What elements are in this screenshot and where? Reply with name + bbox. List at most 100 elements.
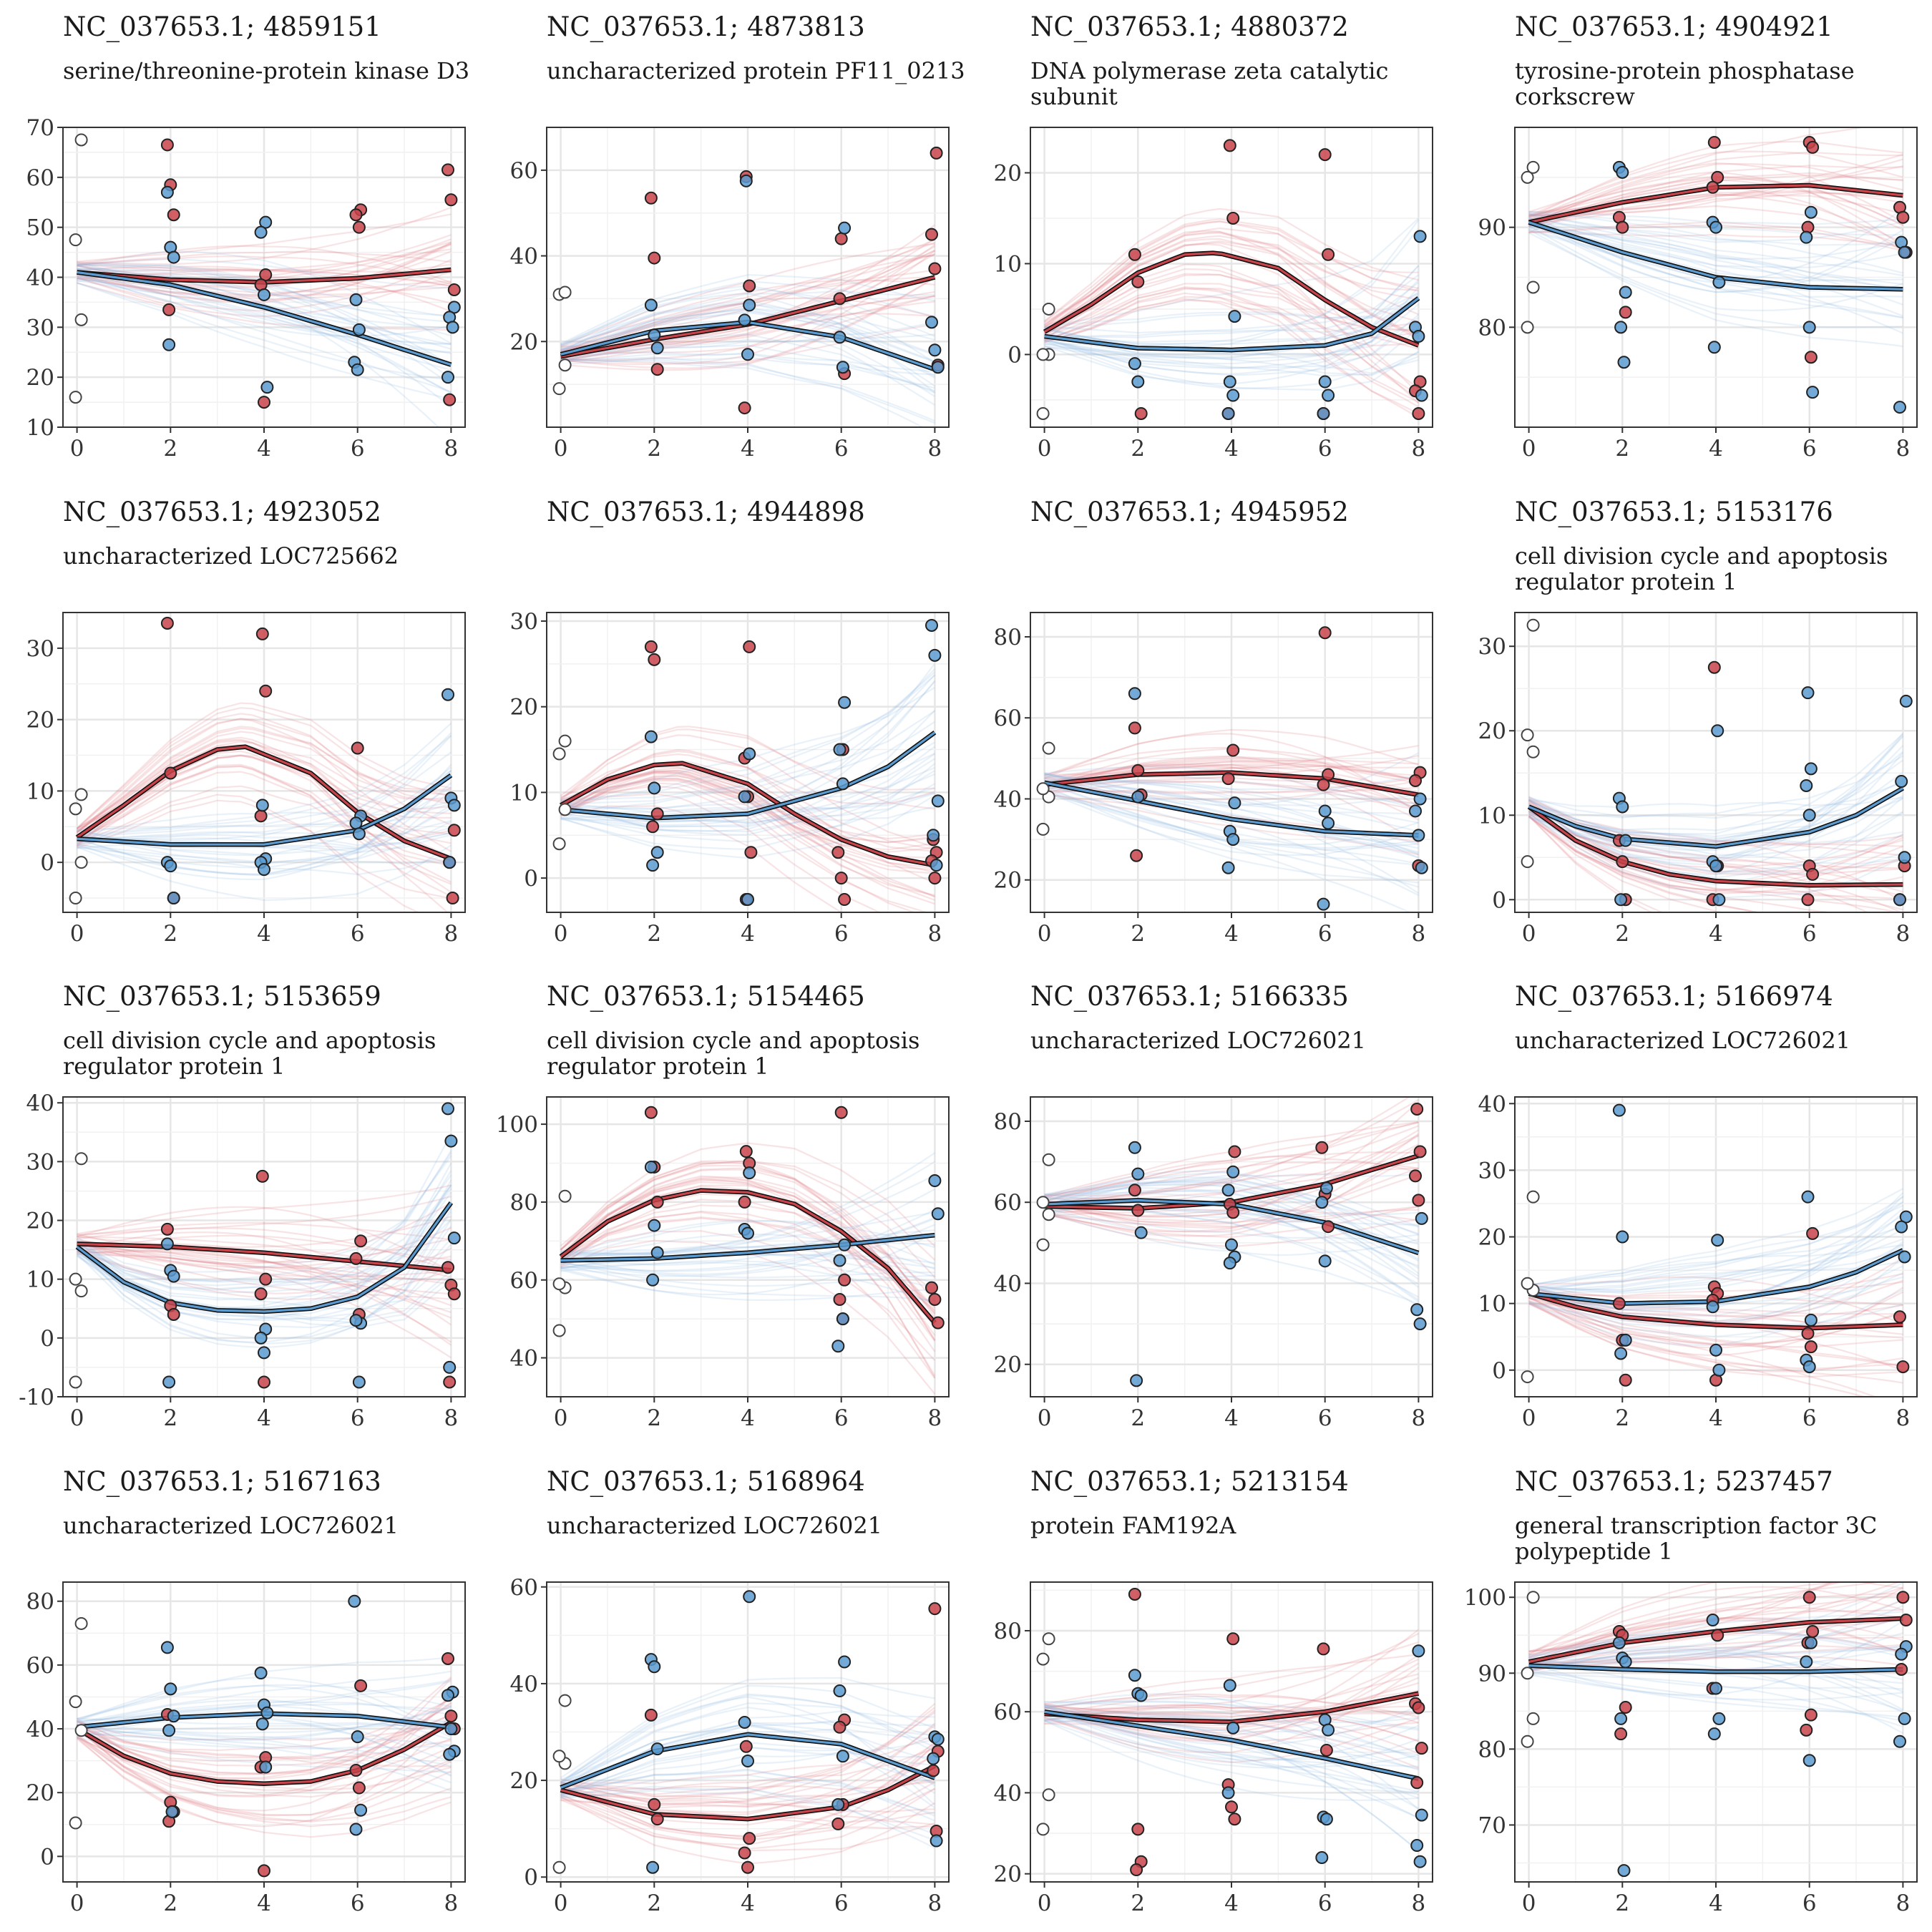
posterior-draw-line	[1528, 751, 1904, 844]
data-point	[1315, 1141, 1329, 1154]
data-point	[254, 1287, 268, 1301]
posterior-draw-line	[1044, 1719, 1419, 1793]
x-tick-label: 4	[741, 436, 755, 462]
posterior-draw-line	[1528, 192, 1903, 243]
posterior-draw-line	[1043, 232, 1419, 341]
data-point	[833, 743, 847, 756]
y-tick-label: 80	[26, 1589, 54, 1615]
data-point	[162, 303, 176, 316]
baseline-point	[1521, 855, 1534, 869]
data-point	[1130, 1863, 1143, 1877]
data-point	[1895, 775, 1908, 789]
data-point	[352, 827, 366, 841]
posterior-draw-line	[1528, 1668, 1903, 1722]
posterior-draw-line	[1044, 1206, 1419, 1224]
x-tick-label: 2	[163, 1405, 177, 1431]
data-point	[1619, 1333, 1632, 1347]
posterior-draw-line	[560, 805, 843, 912]
posterior-draw-line	[560, 295, 935, 349]
data-point	[349, 293, 363, 306]
posterior-draw-line	[560, 1224, 935, 1277]
x-tick-label: 2	[1615, 1405, 1629, 1431]
posterior-draw-line	[1528, 787, 1904, 851]
data-point	[924, 1281, 938, 1294]
data-point	[741, 1226, 754, 1240]
data-point	[441, 371, 454, 384]
posterior-draw-line	[77, 741, 452, 829]
data-point	[1616, 800, 1629, 814]
fit-line	[560, 1733, 935, 1789]
posterior-draw-line	[1044, 1708, 1419, 1762]
fit-line	[77, 774, 452, 846]
posterior-draw-line	[1528, 1599, 1903, 1660]
baseline-point	[1521, 1735, 1534, 1748]
data-point	[1128, 248, 1141, 261]
y-tick-label: 30	[26, 636, 54, 662]
data-point	[831, 1817, 845, 1830]
posterior-draw-line	[1044, 296, 1419, 343]
posterior-draw-line	[1528, 225, 1903, 312]
posterior-draw-line	[77, 1684, 452, 1738]
baseline-point	[558, 1189, 572, 1203]
data-point	[349, 1314, 363, 1327]
posterior-draw-line	[1528, 1646, 1903, 1669]
fit-line	[76, 746, 452, 860]
data-point	[930, 146, 943, 160]
posterior-draw-line	[1528, 806, 1903, 844]
data-point	[443, 1375, 457, 1389]
posterior-draw-line	[1044, 242, 1419, 331]
posterior-draw-line	[560, 1259, 935, 1289]
posterior-draw-line	[1044, 340, 1419, 377]
data-point	[447, 1231, 461, 1245]
y-tick-label: 40	[994, 786, 1022, 812]
data-points	[1521, 135, 1913, 414]
posterior-draw-line	[77, 258, 452, 312]
data-point	[444, 193, 458, 207]
chart-title: NC_037653.1; 4859151	[63, 11, 381, 43]
posterior-draw-line	[1044, 1701, 1419, 1760]
chart-panel: NC_037653.1; 4873813 uncharacterized prot…	[510, 11, 965, 462]
posterior-draw-line	[1528, 1644, 1903, 1671]
posterior-draw-line	[1043, 231, 1419, 337]
plot-area	[1521, 1103, 1913, 1397]
x-tick-label: 0	[1522, 436, 1536, 462]
data-point	[1319, 1743, 1333, 1757]
posterior-draw-line	[560, 1232, 935, 1296]
data-points	[69, 1594, 461, 1878]
data-point	[1412, 330, 1425, 343]
posterior-draw-line	[76, 1211, 452, 1322]
x-tick-label: 0	[1522, 921, 1536, 947]
data-point	[1617, 356, 1631, 369]
fit-line	[560, 1765, 936, 1820]
data-point	[924, 316, 938, 329]
data-point	[258, 1864, 270, 1878]
data-point	[255, 799, 269, 812]
data-point	[1410, 1839, 1424, 1853]
posterior-draw-line	[76, 1676, 452, 1779]
data-point	[255, 627, 269, 640]
data-point	[255, 1717, 269, 1731]
x-tick-label: 6	[1802, 921, 1817, 947]
posterior-draw-line	[1528, 1587, 1903, 1669]
data-point	[1134, 406, 1148, 420]
posterior-draw-line	[1044, 784, 1419, 884]
baseline-point	[69, 1375, 82, 1389]
x-tick-label: 6	[1802, 1405, 1817, 1431]
posterior-draw-line	[1044, 1099, 1419, 1204]
data-point	[833, 292, 847, 306]
posterior-draw-line	[1044, 791, 1419, 857]
data-point	[351, 363, 364, 376]
data-point	[443, 393, 457, 406]
posterior-draw-line	[77, 802, 452, 838]
baseline-point	[1526, 1190, 1540, 1204]
data-point	[1802, 1360, 1816, 1374]
posterior-draw-line	[1044, 1693, 1420, 1810]
y-tick-label: 60	[26, 1653, 54, 1679]
posterior-draw-line	[1044, 1700, 1419, 1762]
posterior-draw-line	[76, 1219, 452, 1345]
plot-area	[1521, 618, 1913, 912]
data-point	[1223, 139, 1236, 152]
data-point	[1896, 1591, 1910, 1604]
data-point	[838, 221, 852, 235]
data-point	[1226, 833, 1240, 847]
